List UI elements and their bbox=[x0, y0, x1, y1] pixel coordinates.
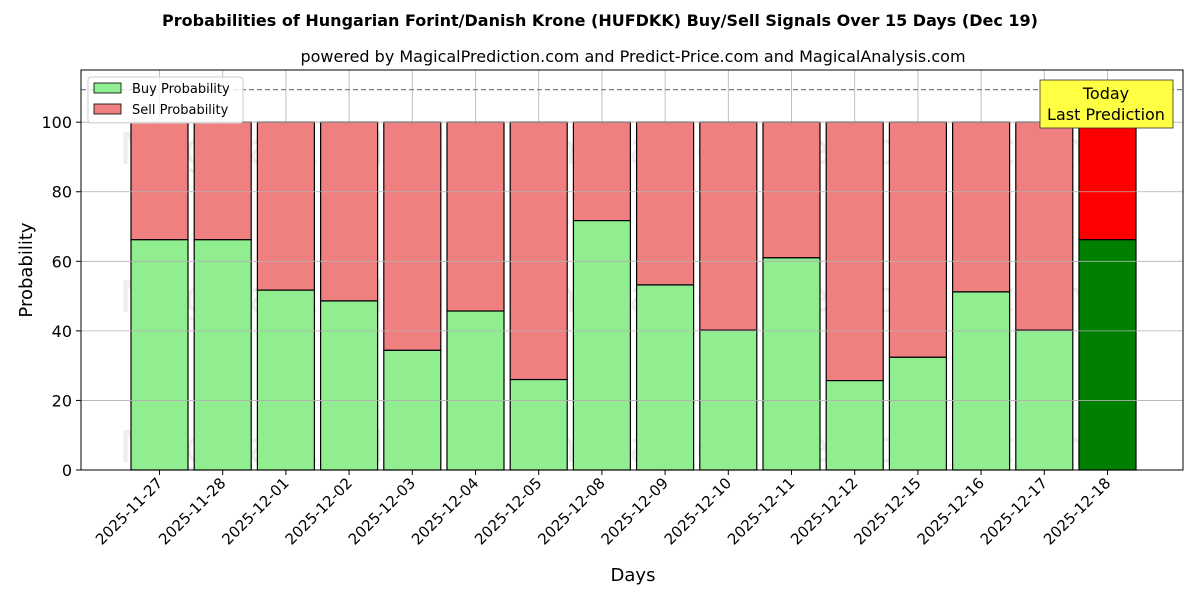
sell-bar bbox=[888, 121, 948, 358]
today-annotation: Today Last Prediction bbox=[1039, 79, 1174, 129]
bar-group-2025-12-11 bbox=[762, 121, 821, 471]
y-axis: 0 20 40 60 80 100 bbox=[41, 113, 81, 480]
legend-sell-swatch bbox=[93, 103, 122, 115]
y-tick-label: 100 bbox=[41, 113, 72, 132]
buy-bar bbox=[635, 284, 695, 471]
y-axis-label: Probability bbox=[16, 222, 37, 317]
sell-bar bbox=[383, 121, 442, 351]
legend-sell-label: Sell Probability bbox=[132, 103, 229, 118]
sell-bar bbox=[1015, 121, 1074, 331]
bar-group-2025-12-08 bbox=[572, 121, 632, 471]
bar-group-2025-12-15 bbox=[888, 121, 948, 471]
buy-bar bbox=[509, 378, 568, 471]
sell-bar bbox=[825, 121, 884, 382]
buy-bar bbox=[825, 380, 884, 471]
sell-bar bbox=[130, 121, 189, 241]
buy-bar bbox=[572, 220, 632, 471]
chart-subtitle: powered by MagicalPrediction.com and Pre… bbox=[300, 47, 965, 66]
x-tick-label: 2025-12-05 bbox=[471, 474, 545, 548]
sell-bar bbox=[320, 121, 379, 302]
y-tick-label: 40 bbox=[52, 322, 72, 341]
buy-bar bbox=[193, 239, 252, 471]
x-tick-label: 2025-12-16 bbox=[914, 474, 988, 548]
y-tick-label: 80 bbox=[52, 183, 72, 202]
buy-bar bbox=[383, 349, 442, 471]
buy-bar bbox=[446, 310, 505, 471]
sell-bar bbox=[1078, 121, 1137, 241]
x-tick-label: 2025-12-04 bbox=[408, 474, 482, 548]
sell-bar bbox=[446, 121, 505, 312]
buy-bar bbox=[951, 291, 1011, 471]
annotation-line2: Last Prediction bbox=[1047, 105, 1165, 124]
sell-bar bbox=[762, 121, 821, 259]
bar-group-2025-11-28 bbox=[193, 121, 252, 471]
x-tick-label: 2025-12-10 bbox=[661, 474, 735, 548]
bar-group-2025-12-01 bbox=[256, 121, 315, 471]
x-tick-label: 2025-12-08 bbox=[534, 474, 608, 548]
x-tick-label: 2025-12-12 bbox=[787, 474, 861, 548]
x-tick-label: 2025-12-02 bbox=[282, 474, 356, 548]
x-axis-label: Days bbox=[611, 565, 656, 586]
plot-frame bbox=[80, 69, 1184, 471]
y-tick-label: 0 bbox=[62, 461, 72, 480]
bar-group-2025-11-27 bbox=[130, 121, 189, 471]
sell-bar bbox=[951, 121, 1011, 293]
x-tick-label: 2025-12-09 bbox=[598, 474, 672, 548]
sell-bar bbox=[572, 121, 632, 222]
sell-bar bbox=[635, 121, 695, 286]
buy-bar bbox=[130, 239, 189, 471]
x-tick-label: 2025-12-03 bbox=[345, 474, 419, 548]
annotation-box bbox=[1039, 79, 1174, 129]
buy-bar bbox=[762, 257, 821, 471]
buy-bar bbox=[1078, 239, 1137, 471]
legend: Buy Probability Sell Probability bbox=[87, 76, 244, 124]
sell-bar bbox=[256, 121, 315, 291]
bar-group-2025-12-09 bbox=[635, 121, 695, 471]
sell-bar bbox=[193, 121, 252, 241]
x-axis: 2025-11-272025-11-282025-12-012025-12-02… bbox=[92, 470, 1114, 548]
buy-bar bbox=[888, 356, 948, 471]
x-tick-label: 2025-12-01 bbox=[218, 474, 292, 548]
bar-group-2025-12-03 bbox=[383, 121, 442, 471]
bar-group-2025-12-12 bbox=[825, 121, 884, 471]
x-tick-label: 2025-12-15 bbox=[850, 474, 924, 548]
x-tick-label: 2025-11-27 bbox=[92, 474, 166, 548]
y-tick-label: 20 bbox=[52, 391, 72, 410]
bar-group-2025-12-04 bbox=[446, 121, 505, 471]
buy-bar bbox=[256, 289, 315, 471]
annotation-line1: Today bbox=[1082, 84, 1129, 103]
chart-title: Probabilities of Hungarian Forint/Danish… bbox=[162, 11, 1038, 30]
x-tick-label: 2025-12-11 bbox=[724, 474, 798, 548]
legend-buy-label: Buy Probability bbox=[132, 82, 230, 97]
bar-group-2025-12-05 bbox=[509, 121, 568, 471]
buy-bar bbox=[320, 300, 379, 471]
sell-bar bbox=[699, 121, 758, 331]
x-tick-label: 2025-11-28 bbox=[155, 474, 229, 548]
bar-group-2025-12-02 bbox=[320, 121, 379, 471]
y-tick-label: 60 bbox=[52, 252, 72, 271]
legend-box bbox=[87, 76, 244, 124]
bar-group-2025-12-16 bbox=[951, 121, 1011, 471]
x-tick-label: 2025-12-17 bbox=[977, 474, 1051, 548]
bar-group-2025-12-10 bbox=[699, 121, 758, 471]
bar-group-2025-12-18 bbox=[1078, 121, 1137, 471]
legend-buy-swatch bbox=[93, 82, 122, 94]
sell-bar bbox=[509, 121, 568, 381]
bar-group-2025-12-17 bbox=[1015, 121, 1074, 471]
x-tick-label: 2025-12-18 bbox=[1040, 474, 1114, 548]
